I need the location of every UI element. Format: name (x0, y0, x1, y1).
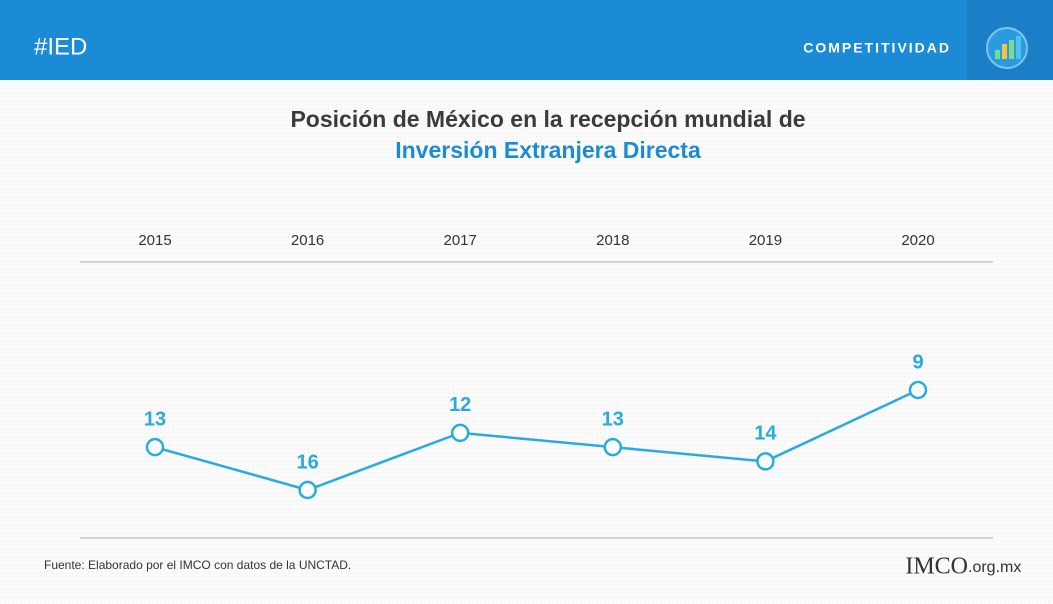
point (450, 423, 470, 443)
point (145, 437, 165, 457)
line (154, 388, 919, 492)
x-tick-label: 2018 (596, 232, 629, 249)
point (603, 437, 623, 457)
section-label: COMPETITIVIDAD (803, 40, 951, 56)
source-note: Fuente: Elaborado por el IMCO con datos … (44, 558, 351, 572)
data-label: 12 (449, 394, 471, 416)
data-label: 13 (144, 408, 166, 430)
x-tick-label: 2015 (138, 232, 171, 249)
point (908, 380, 928, 400)
x-tick-label: 2017 (444, 232, 477, 249)
x-tick-label: 2019 (749, 232, 782, 249)
data-label: 9 (912, 351, 923, 373)
x-tick-label: 2016 (291, 232, 324, 249)
header-bar (0, 0, 1053, 80)
data-label: 14 (754, 423, 777, 445)
point (298, 480, 317, 500)
chart-subtitle: Inversión Extranjera Directa (395, 137, 701, 163)
logo-text: IMCO (905, 554, 968, 580)
hashtag: #IED (34, 33, 87, 60)
logo: IMCO .org.mx (905, 554, 1021, 580)
logo-domain: .org.mx (968, 559, 1021, 576)
section-icon (986, 27, 1028, 69)
data-label: 16 (296, 451, 318, 473)
data-label: 13 (602, 408, 624, 430)
point (756, 452, 775, 471)
x-tick-label: 2020 (901, 232, 934, 249)
chart-title: Posición de México en la recepción mundi… (290, 106, 805, 132)
